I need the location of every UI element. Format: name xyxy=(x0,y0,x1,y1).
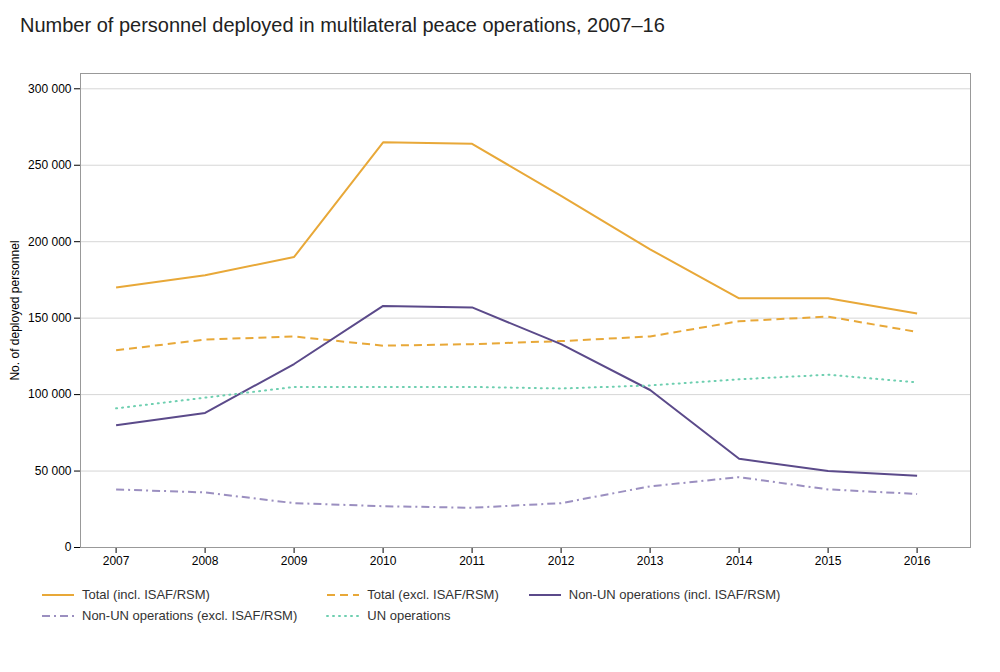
html-text:Total (excl. ISAF/RSM): Total (excl. ISAF/RSM) xyxy=(367,587,499,602)
html-text:Number of personnel deployed i: Number of personnel deployed in multilat… xyxy=(20,14,665,36)
svg-text:2014: 2014 xyxy=(726,554,753,568)
svg-text:2012: 2012 xyxy=(548,554,575,568)
html-text:Total (incl. ISAF/RSM): Total (incl. ISAF/RSM) xyxy=(82,587,210,602)
svg-text:0: 0 xyxy=(65,540,72,554)
html-text:UN operations: UN operations xyxy=(367,608,451,623)
svg-text:2009: 2009 xyxy=(281,554,308,568)
svg-text:2016: 2016 xyxy=(904,554,931,568)
svg-text:2015: 2015 xyxy=(815,554,842,568)
svg-text:2013: 2013 xyxy=(637,554,664,568)
svg-text:2007: 2007 xyxy=(103,554,130,568)
html-text:Non-UN operations (incl. ISAF/: Non-UN operations (incl. ISAF/RSM) xyxy=(568,587,781,602)
svg-text:2010: 2010 xyxy=(370,554,397,568)
svg-text:100 000: 100 000 xyxy=(28,387,72,401)
svg-text:150 000: 150 000 xyxy=(28,311,72,325)
svg-text:2011: 2011 xyxy=(459,554,485,568)
html-text:Non-UN operations (excl. ISAF/: Non-UN operations (excl. ISAF/RSM) xyxy=(82,608,298,623)
svg-text:200 000: 200 000 xyxy=(28,235,72,249)
svg-text:300 000: 300 000 xyxy=(28,82,72,96)
svg-text:250 000: 250 000 xyxy=(28,158,72,172)
svg-text:50 000: 50 000 xyxy=(35,464,72,478)
svg-text:No. of deployed personnel: No. of deployed personnel xyxy=(8,240,22,380)
svg-text:2008: 2008 xyxy=(192,554,219,568)
